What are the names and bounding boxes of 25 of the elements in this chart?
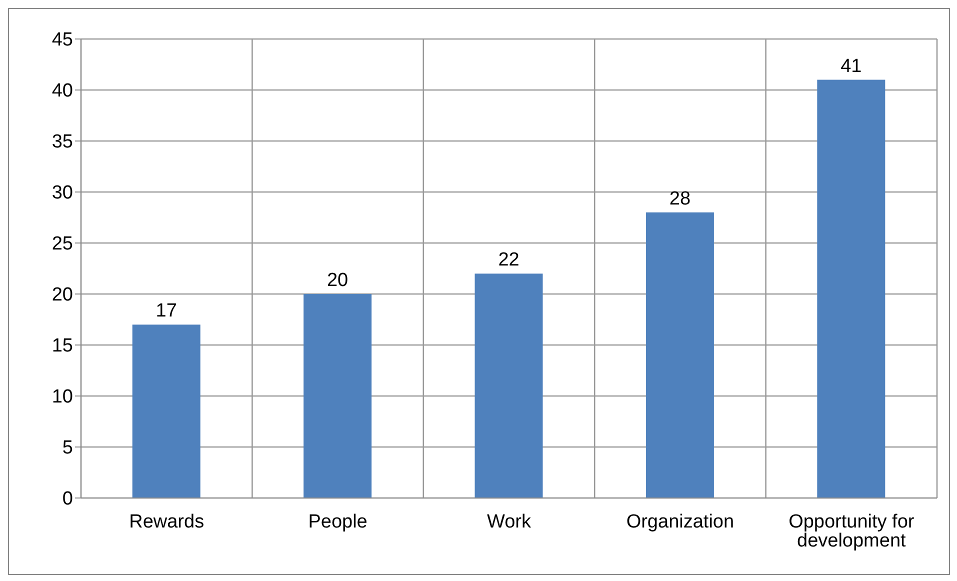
bar: [474, 274, 543, 498]
y-tick-label: 45: [52, 30, 73, 51]
data-label: 22: [498, 250, 520, 271]
y-tick-label: 0: [62, 488, 73, 510]
x-tick-label: People: [308, 511, 368, 532]
data-label: 17: [156, 300, 177, 322]
data-label: 41: [840, 56, 862, 77]
x-tick-label: Opportunity for development: [788, 511, 915, 552]
x-tick-label: Rewards: [129, 511, 204, 532]
bar: [304, 294, 372, 498]
y-tick-label: 30: [52, 182, 73, 204]
x-tick-label: Organization: [626, 511, 734, 532]
y-tick-label: 25: [52, 234, 73, 255]
bar: [817, 80, 886, 498]
y-tick-label: 15: [52, 336, 73, 357]
y-tick-label: 10: [52, 386, 73, 408]
y-tick-label: 35: [52, 132, 73, 153]
y-tick-label: 5: [62, 438, 73, 459]
bar: [646, 212, 714, 498]
y-tick-label: 20: [52, 284, 73, 306]
bar: [132, 324, 200, 498]
y-tick-label: 40: [52, 80, 73, 102]
x-tick-label: Work: [487, 511, 532, 532]
data-label: 20: [326, 270, 348, 291]
data-label: 28: [669, 188, 691, 210]
